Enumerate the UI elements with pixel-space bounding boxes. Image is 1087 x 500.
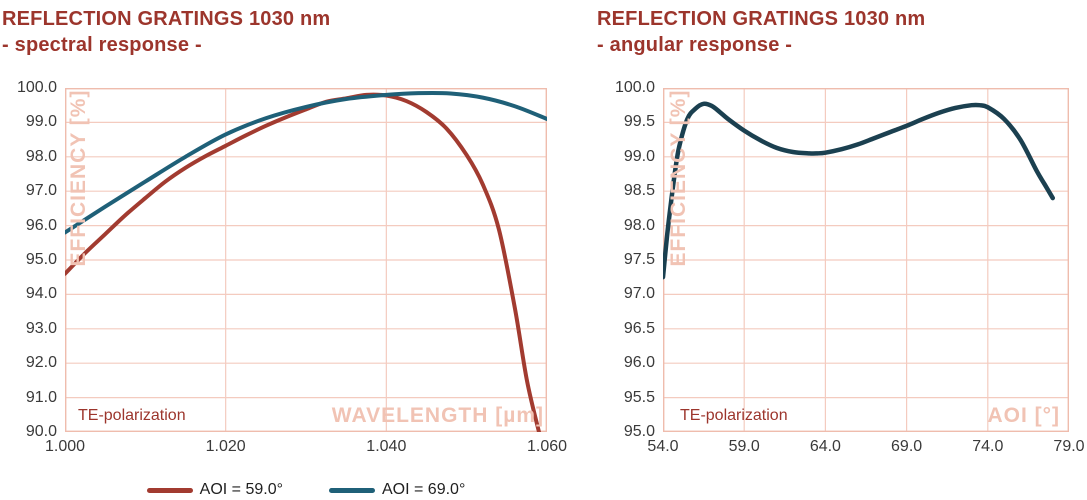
y-tick-label: 92.0 [25,354,57,372]
y-tick-label: 93.0 [25,319,57,337]
x-tick-label: 69.0 [891,438,923,455]
right-chart-title-line1: REFLECTION GRATINGS 1030 nm [597,8,926,30]
x-tick-label: 1.000 [44,438,86,455]
x-tick-label: 1.020 [205,438,246,455]
right-chart-title: REFLECTION GRATINGS 1030 nm - angular re… [597,6,925,58]
x-tick-label: 1.060 [526,438,568,455]
y-tick-label: 94.0 [25,285,57,303]
y-tick-label: 99.0 [623,147,655,165]
spectral-response-svg [64,87,548,433]
left-polarization-note: TE-polarization [78,407,186,424]
y-tick-label: 96.0 [623,354,655,372]
right-chart-title-line2: - angular response - [597,34,793,56]
y-tick-label: 97.0 [623,285,655,303]
left-chart-title: REFLECTION GRATINGS 1030 nm - spectral r… [2,6,330,58]
series-line-angular-response [663,101,1056,280]
y-tick-label: 95.0 [623,423,655,440]
y-tick-label: 99.0 [25,113,57,131]
y-tick-label: 98.0 [25,147,57,165]
plot-border [64,87,548,433]
legend-line-swatch-teal [329,487,375,493]
y-tick-label: 95.5 [623,388,655,406]
y-tick-label: 98.5 [623,182,655,200]
legend: AOI = 59.0° AOI = 69.0° [65,481,547,499]
y-tick-label: 90.0 [25,423,57,440]
x-tick-label: 1.040 [366,438,407,455]
legend-item-aoi-59: AOI = 59.0° [146,481,283,499]
legend-line-swatch-red [146,487,193,493]
x-tick-label: 54.0 [647,438,679,455]
left-chart-title-line2: - spectral response - [2,34,202,56]
legend-label-aoi-59: AOI = 59.0° [199,481,283,498]
y-tick-label: 98.0 [623,216,655,234]
legend-item-aoi-69: AOI = 69.0° [329,481,465,499]
series-line-aoi-69-0 [65,90,547,235]
y-tick-label: 95.0 [25,251,57,268]
x-tick-label: 59.0 [728,438,760,455]
series-line-aoi-59-0 [65,92,541,432]
left-y-axis-label: EFFICIENCY [%] [67,89,90,267]
x-tick-label: 79.0 [1053,438,1085,455]
legend-label-aoi-69: AOI = 69.0° [382,481,466,498]
y-tick-label: 100.0 [16,79,57,96]
y-tick-label: 97.0 [25,182,57,200]
y-tick-label: 91.0 [25,388,57,406]
right-x-axis-label: AOI [°] [987,404,1060,427]
x-tick-label: 64.0 [809,438,841,455]
y-tick-label: 96.5 [623,319,655,337]
spectral-response-plot-area [64,87,548,433]
right-y-axis-label: EFFICIENCY [%] [667,89,690,267]
y-tick-label: 97.5 [623,251,655,268]
left-x-axis-label: WAVELENGTH [µm] [331,404,544,427]
x-tick-label: 74.0 [972,438,1004,455]
angular-response-svg [662,87,1070,433]
y-tick-label: 96.0 [25,216,57,234]
y-tick-label: 100.0 [614,79,655,96]
right-polarization-note: TE-polarization [680,407,788,424]
y-tick-label: 99.5 [623,113,655,131]
left-chart-title-line1: REFLECTION GRATINGS 1030 nm [2,8,331,30]
angular-response-plot-area [662,87,1070,433]
